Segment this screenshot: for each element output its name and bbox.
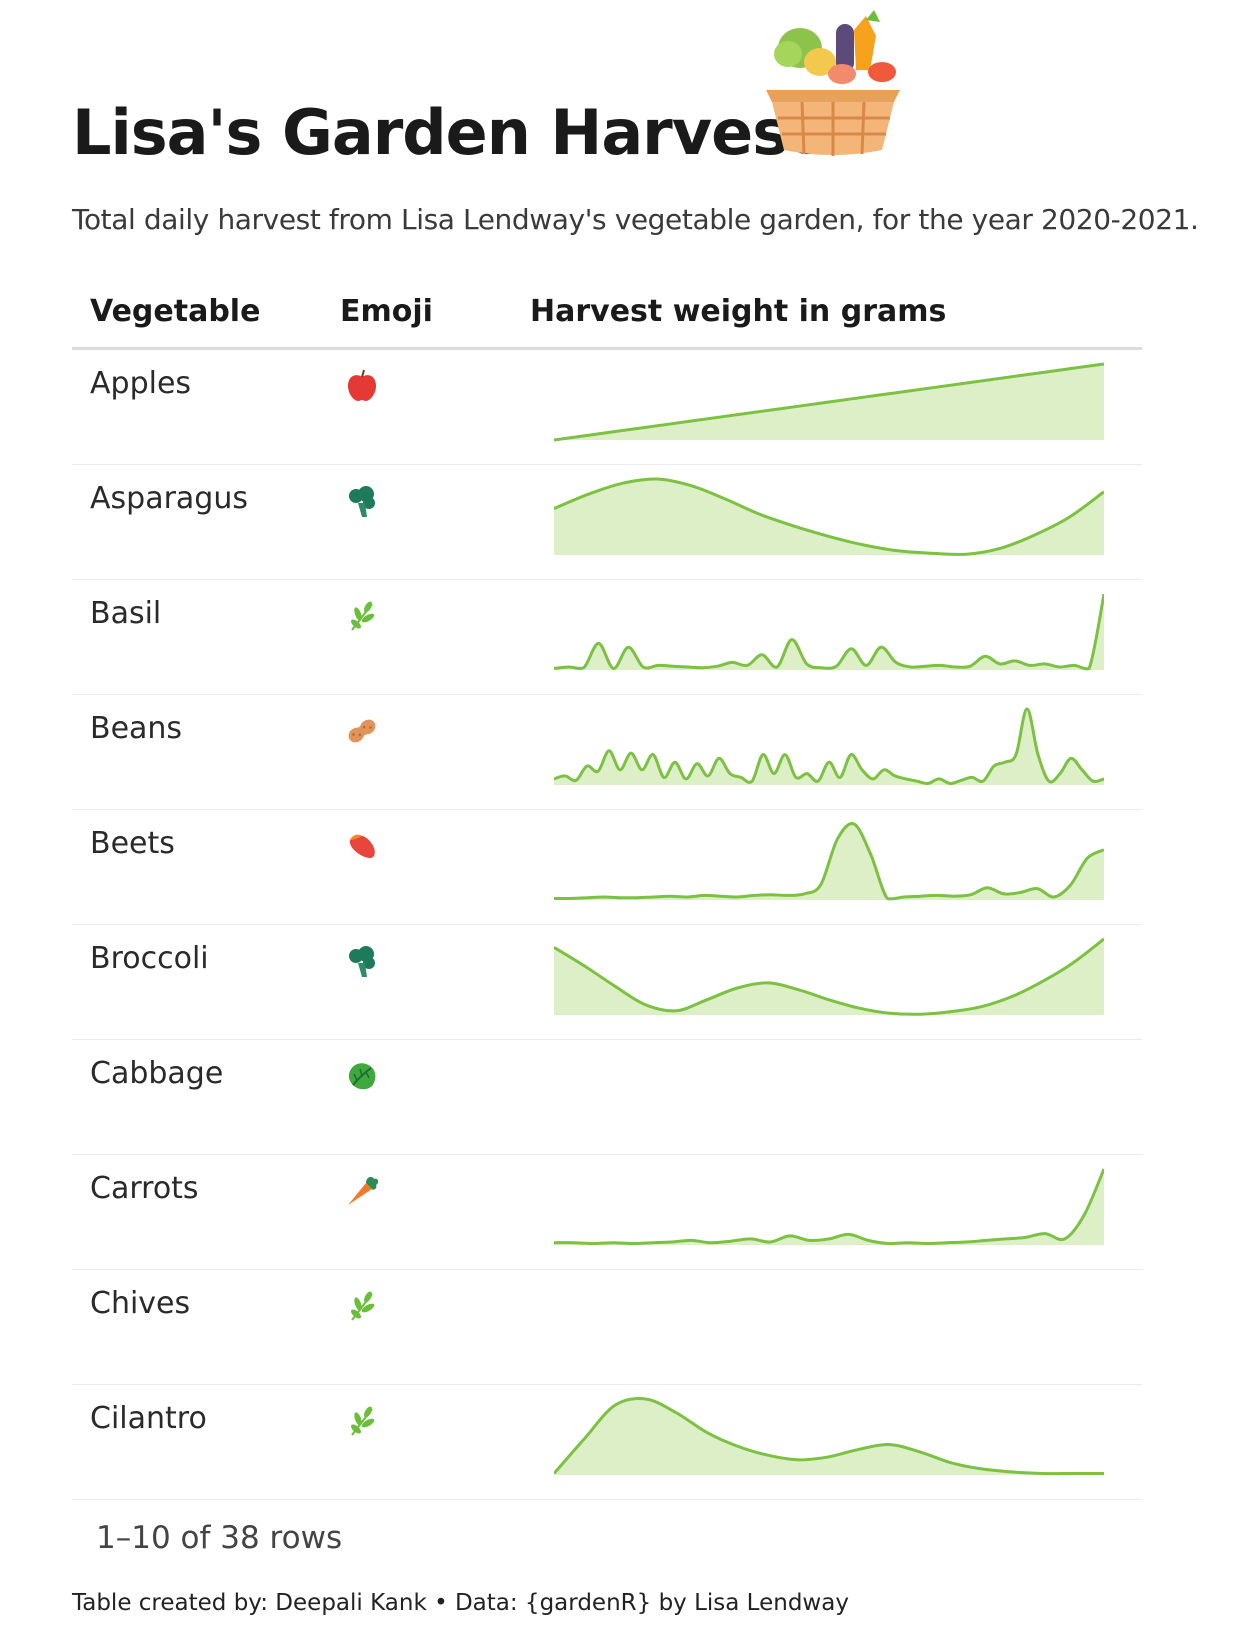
apple-icon xyxy=(348,369,376,401)
vegetable-name: Apples xyxy=(90,366,192,401)
sparkline-chart xyxy=(554,477,1104,556)
sparkline-line-4 xyxy=(554,822,1104,901)
sparkline-area-5 xyxy=(554,939,1104,1015)
sparkline-line-1 xyxy=(554,477,1104,556)
sparkline-chart xyxy=(554,1168,1104,1246)
table-row: Chives xyxy=(72,1270,1142,1385)
table-row: Apples xyxy=(72,350,1142,465)
peanut-icon xyxy=(348,719,376,743)
leafy-green-icon xyxy=(348,1063,376,1090)
vegetable-name: Basil xyxy=(90,596,162,631)
herb-icon xyxy=(351,1291,375,1321)
vegetable-name: Carrots xyxy=(90,1171,199,1206)
vegetable-name: Beans xyxy=(90,711,183,746)
sparkline-area-4 xyxy=(554,823,1104,900)
table-header: Vegetable Emoji Harvest weight in grams xyxy=(72,280,1142,350)
vegetable-name: Cabbage xyxy=(90,1056,224,1091)
sparkline-line-0 xyxy=(554,362,1104,442)
herb-icon xyxy=(351,601,375,631)
sparkline-line-3 xyxy=(554,707,1104,786)
vegetable-basket-icon xyxy=(766,10,900,156)
table-row: Carrots xyxy=(72,1155,1142,1270)
sparkline-chart xyxy=(554,707,1104,786)
table-row: Beans xyxy=(72,695,1142,810)
vegetable-name: Beets xyxy=(90,826,175,861)
table-row: Cabbage xyxy=(72,1040,1142,1155)
table-row: Basil xyxy=(72,580,1142,695)
page-subtitle: Total daily harvest from Lisa Lendway's … xyxy=(72,203,1199,236)
table-row: Asparagus xyxy=(72,465,1142,580)
sparkline-chart xyxy=(554,1278,1104,1368)
sparkline-chart xyxy=(554,1396,1104,1476)
sparkline-area-3 xyxy=(554,709,1104,785)
harvest-table: Vegetable Emoji Harvest weight in grams … xyxy=(72,280,1142,1500)
sparkline-area-1 xyxy=(554,478,1104,555)
sparkline-area-7 xyxy=(554,1169,1104,1245)
table-body: Apples Asparagus Basil Beans Beets Broccoli Ca… xyxy=(72,350,1142,1500)
carrot-icon xyxy=(348,1176,379,1205)
sparkline-area-9 xyxy=(554,1398,1104,1475)
sweet-potato-icon xyxy=(349,834,375,858)
vegetable-name: Broccoli xyxy=(90,941,209,976)
vegetable-name: Asparagus xyxy=(90,481,248,516)
table-row: Broccoli xyxy=(72,925,1142,1040)
sparkline-line-7 xyxy=(554,1168,1104,1246)
broccoli-icon xyxy=(349,946,375,977)
sparkline-line-9 xyxy=(554,1396,1104,1476)
page-title: Lisa's Garden Harvest xyxy=(72,96,818,169)
sparkline-chart xyxy=(554,822,1104,901)
sparkline-chart xyxy=(554,1048,1104,1138)
footer-credit: Table created by: Deepali Kank • Data: {… xyxy=(72,1590,849,1616)
vegetable-name: Cilantro xyxy=(90,1401,207,1436)
sparkline-line-5 xyxy=(554,937,1104,1016)
pagination-info: 1–10 of 38 rows xyxy=(96,1520,343,1556)
column-header-emoji[interactable]: Emoji xyxy=(340,294,433,329)
sparkline-chart xyxy=(554,937,1104,1016)
column-header-vegetable[interactable]: Vegetable xyxy=(90,294,261,329)
broccoli-icon xyxy=(349,486,375,517)
column-header-harvest-weight[interactable]: Harvest weight in grams xyxy=(530,294,947,329)
sparkline-chart xyxy=(554,593,1104,671)
sparkline-line-2 xyxy=(554,593,1104,671)
table-row: Cilantro xyxy=(72,1385,1142,1500)
table-row: Beets xyxy=(72,810,1142,925)
sparkline-chart xyxy=(554,362,1104,442)
herb-icon xyxy=(351,1406,375,1436)
vegetable-name: Chives xyxy=(90,1286,191,1321)
